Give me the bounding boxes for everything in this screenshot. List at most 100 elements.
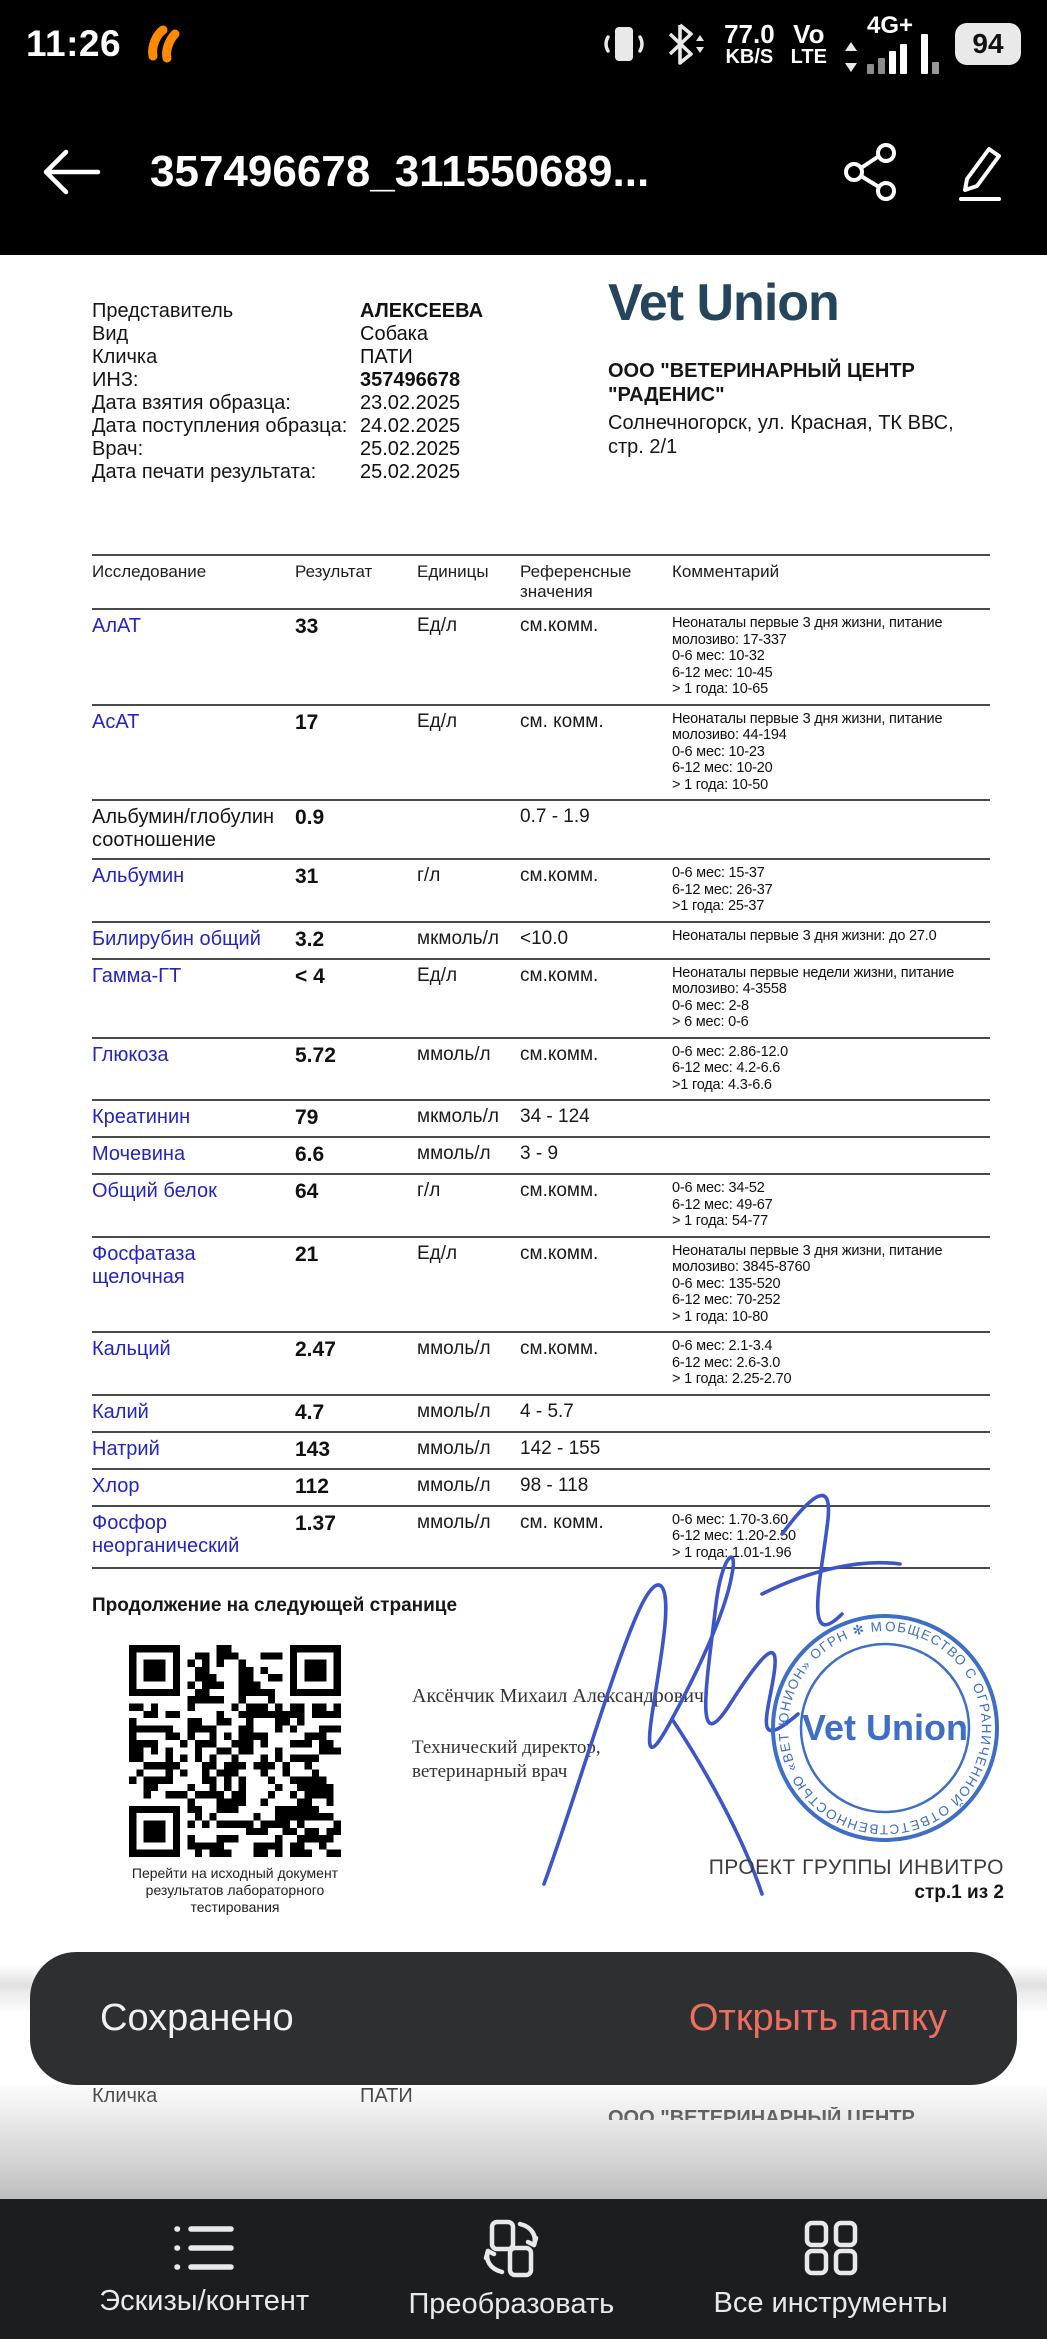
volte-indicator: Vo LTE: [790, 19, 827, 68]
bottom-toolbar: Эскизы/контент Преобразовать Все инструм…: [0, 2199, 1047, 2339]
units-cell: ммоль/л: [417, 1437, 491, 1459]
test-name-cell: Мочевина: [92, 1143, 186, 1165]
info-label: Дата печати результата:: [92, 461, 317, 483]
comment-cell: 0-6 мес: 34-52 6-12 мес: 49-67 > 1 года:…: [672, 1180, 773, 1229]
toolbar: 357496678_311550689...: [0, 88, 1047, 255]
info-value: 357496678: [360, 369, 461, 391]
test-name-cell: Билирубин общий: [92, 927, 261, 950]
info-label: ИНЗ:: [92, 369, 139, 391]
table-row: Калий 4.7 ммоль/л 4 - 5.7: [92, 1395, 990, 1432]
comment-cell: Неонаталы первые 3 дня жизни, питание мо…: [672, 1242, 943, 1325]
open-folder-button[interactable]: Открыть папку: [688, 1997, 947, 2039]
clock: 11:26: [26, 23, 122, 64]
test-name-cell: Натрий: [92, 1437, 160, 1460]
clinic-address: Солнечногорск, ул. Красная, ТК ВВС, стр.…: [608, 412, 954, 458]
units-cell: [417, 800, 520, 859]
comment-cell: Неонаталы первые 3 дня жизни, питание мо…: [672, 710, 943, 793]
test-name-cell: Глюкоза: [92, 1043, 169, 1066]
test-name-cell: Фосфатаза щелочная: [92, 1242, 196, 1288]
units-cell: ммоль/л: [417, 1511, 491, 1533]
reference-cell: 34 - 124: [520, 1106, 590, 1127]
document-title: 357496678_311550689...: [150, 146, 650, 196]
info-value: ПАТИ: [360, 346, 413, 368]
units-cell: г/л: [417, 865, 441, 886]
status-bar: 11:26 77.0 KB/S Vo LTE: [0, 0, 1047, 88]
comment-cell: [672, 800, 990, 859]
comment-cell: [672, 1469, 990, 1506]
thumbnails-list-icon: [174, 2225, 234, 2270]
reference-cell: см.комм.: [520, 1242, 599, 1264]
result-cell: 33: [295, 615, 319, 638]
signal-indicator: 4G+: [843, 14, 939, 74]
bottom-shadow: [0, 2085, 1047, 2199]
col-header-result: Результат: [295, 562, 373, 581]
comment-cell: [672, 1100, 990, 1137]
table-row: Гамма-ГТ < 4 Ед/л см.комм. Неонаталы первые …: [92, 959, 990, 1038]
table-row: Кальций 2.47 ммоль/л см.комм. 0-6 мес: 2.1-3…: [92, 1332, 990, 1395]
test-name-cell: Хлор: [92, 1474, 140, 1497]
result-cell: 0.9: [295, 806, 325, 829]
result-cell: 3.2: [295, 927, 325, 951]
saved-toast: Сохранено Открыть папку: [30, 1952, 1017, 2085]
info-value: Собака: [360, 323, 428, 345]
signatory-block: Аксёнчик Михаил Александрович Технически…: [412, 1685, 742, 1784]
reference-cell: см.комм.: [520, 1180, 599, 1201]
table-row: Альбумин/глобулин соотношение 0.9 0.7 - 1.…: [92, 800, 990, 859]
comment-cell: 0-6 мес: 1.70-3.60 6-12 мес: 1.20-2.50 >…: [672, 1511, 796, 1561]
nav-item-all-tools[interactable]: Все инструменты: [714, 2219, 948, 2320]
units-cell: Ед/л: [417, 710, 458, 732]
table-row: Билирубин общий 3.2 мкмоль/л <10.0 Неонаталы…: [92, 922, 990, 959]
test-name-cell: АлАТ: [92, 615, 142, 637]
vet-union-stamp: ОБЩЕСТВО С ОГРАНИЧЕННОЙ ОТВЕТСТВЕННОСТЬЮ…: [766, 1609, 999, 1842]
units-cell: мкмоль/л: [417, 1106, 499, 1127]
table-row: Натрий 143 ммоль/л 142 - 155: [92, 1432, 990, 1469]
page-number: стр.1 из 2: [914, 1882, 1004, 1903]
stamp-center-text: Vet Union: [802, 1707, 968, 1748]
test-name-cell: Альбумин/глобулин соотношение: [92, 806, 275, 851]
updown-arrows-icon: [844, 42, 857, 72]
invitro-project-line: ПРОЕКТ ГРУППЫ ИНВИТРО: [708, 1856, 1004, 1879]
table-row: Фосфатаза щелочная 21 Ед/л см.комм. Неонатал…: [92, 1237, 990, 1332]
edit-icon[interactable]: [951, 141, 1007, 203]
nav-item-convert[interactable]: Преобразовать: [408, 2218, 614, 2321]
col-header-units: Единицы: [417, 562, 489, 581]
table-row: Фосфор неорганический 1.37 ммоль/л см. комм…: [92, 1506, 990, 1568]
info-value: АЛЕКСЕЕВА: [360, 300, 484, 322]
col-header-reference: Референсные значения: [520, 562, 632, 601]
info-label: Представитель: [92, 300, 234, 322]
table-row: Общий белок 64 г/л см.комм. 0-6 мес: 34-52 6…: [92, 1174, 990, 1237]
reference-cell: см. комм.: [520, 710, 604, 732]
result-cell: 64: [295, 1180, 319, 1203]
reference-cell: см. комм.: [520, 1511, 604, 1533]
nav-item-thumbnails[interactable]: Эскизы/контент: [99, 2221, 309, 2318]
table-row: Глюкоза 5.72 ммоль/л см.комм. 0-6 мес: 2.86-…: [92, 1038, 990, 1100]
info-label: Кличка: [92, 346, 158, 368]
report-page-1: Представитель АЛЕКСЕЕВА Вид Собака Кличка ПАТ…: [0, 255, 1047, 1965]
reference-cell: 0.7 - 1.9: [520, 806, 590, 827]
comment-cell: [672, 1395, 990, 1432]
back-icon[interactable]: [40, 146, 102, 198]
convert-icon: [484, 2219, 539, 2277]
stamp-block: ОБЩЕСТВО С ОГРАНИЧЕННОЙ ОТВЕТСТВЕННОСТЬЮ…: [704, 1609, 1004, 1904]
comment-cell: 0-6 мес: 2.1-3.4 6-12 мес: 2.6-3.0 > 1 г…: [672, 1338, 792, 1387]
toast-message: Сохранено: [100, 1997, 294, 2039]
bluetooth-icon: [668, 23, 705, 65]
reference-cell: см.комм.: [520, 1338, 599, 1359]
units-cell: ммоль/л: [417, 1400, 491, 1422]
network-type: 4G+: [866, 12, 913, 39]
comment-cell: 0-6 мес: 2.86-12.0 6-12 мес: 4.2-6.6 >1 …: [672, 1043, 788, 1093]
signatory-name: Аксёнчик Михаил Александрович: [412, 1685, 704, 1707]
reference-cell: 3 - 9: [520, 1143, 559, 1164]
network-speed: 77.0 KB/S: [724, 19, 775, 68]
table-row: Креатинин 79 мкмоль/л 34 - 124: [92, 1100, 990, 1137]
table-row: АлАТ 33 Ед/л см.комм. Неонаталы первые 3 дня…: [92, 609, 990, 705]
comment-cell: [672, 1432, 990, 1469]
battery-indicator: 94: [955, 23, 1021, 65]
share-icon[interactable]: [843, 142, 899, 202]
continuation-note: Продолжение на следующей странице: [92, 1595, 458, 1616]
units-cell: ммоль/л: [417, 1474, 491, 1496]
result-cell: 6.6: [295, 1143, 325, 1166]
units-cell: г/л: [417, 1180, 441, 1201]
comment-cell: Неонаталы первые 3 дня жизни, питание мо…: [672, 615, 943, 697]
result-cell: 1.37: [295, 1511, 336, 1535]
